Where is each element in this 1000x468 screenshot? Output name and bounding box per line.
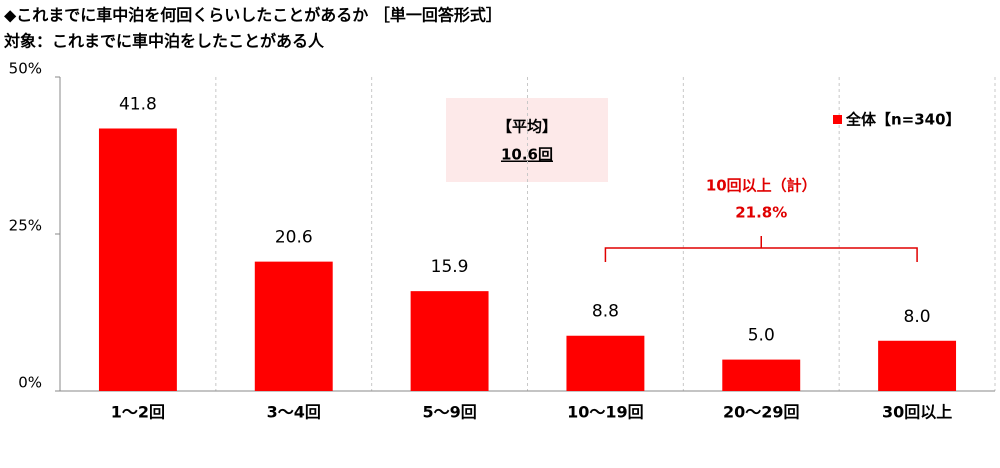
bar bbox=[878, 340, 957, 391]
x-tick-label: 5～9回 bbox=[422, 403, 476, 422]
y-tick-label: 25% bbox=[9, 217, 42, 235]
x-tick-label: 30回以上 bbox=[882, 403, 952, 422]
data-label: 5.0 bbox=[748, 326, 775, 346]
bar bbox=[410, 291, 489, 391]
data-label: 8.8 bbox=[592, 302, 619, 322]
y-tick-label: 50% bbox=[9, 60, 42, 78]
bracket bbox=[604, 236, 918, 262]
chart-title: ◆これまでに車中泊を何回くらいしたことがあるか ［単一回答形式］ bbox=[4, 6, 502, 25]
data-label: 8.0 bbox=[904, 307, 931, 327]
x-tick-label: 3～4回 bbox=[267, 403, 321, 422]
bracket-value: 21.8% bbox=[735, 204, 787, 222]
bar bbox=[98, 128, 177, 391]
legend-marker bbox=[833, 115, 842, 124]
data-label: 20.6 bbox=[275, 228, 313, 248]
legend-label: 全体【n=340】 bbox=[845, 111, 961, 129]
data-label: 41.8 bbox=[119, 94, 157, 114]
x-tick-label: 20～29回 bbox=[723, 403, 800, 422]
chart-subtitle: 対象：これまでに車中泊をしたことがある人 bbox=[3, 32, 325, 51]
bar bbox=[566, 335, 645, 391]
x-tick-label: 10～19回 bbox=[567, 403, 644, 422]
average-value: 10.6回 bbox=[501, 146, 553, 164]
y-tick-label: 0% bbox=[18, 374, 42, 392]
data-label: 15.9 bbox=[431, 257, 469, 277]
bar bbox=[722, 359, 801, 391]
bar bbox=[254, 261, 333, 391]
x-tick-label: 1～2回 bbox=[111, 403, 165, 422]
bracket-label: 10回以上（計） bbox=[706, 177, 817, 195]
